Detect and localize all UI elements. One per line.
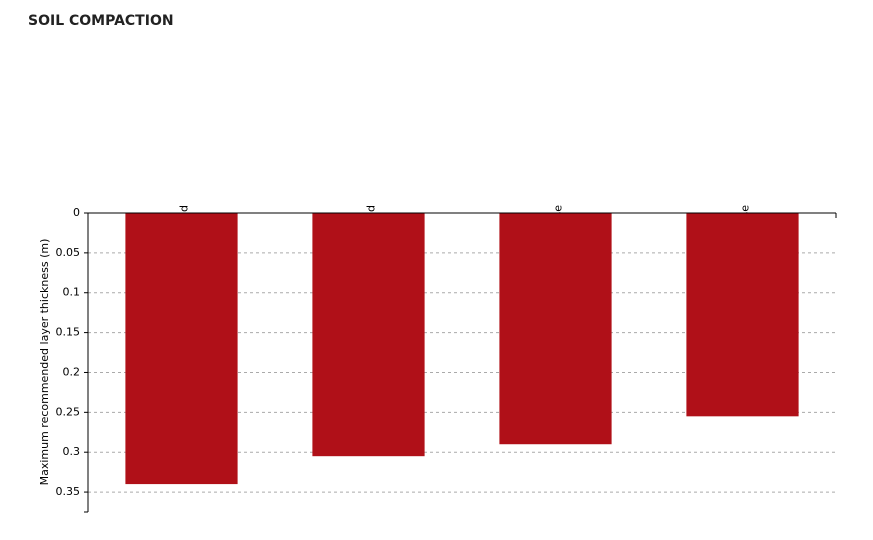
y-tick-label: 0.25 bbox=[56, 405, 81, 418]
y-tick-label: 0.15 bbox=[56, 326, 81, 339]
y-tick-label: 0 bbox=[73, 206, 80, 219]
y-tick-label: 0.35 bbox=[56, 485, 81, 498]
y-axis-label: Maximum recommended layer thickness (m) bbox=[38, 239, 51, 486]
y-tick-label: 0.05 bbox=[56, 246, 81, 259]
bar bbox=[312, 213, 425, 457]
y-tick-label: 0.3 bbox=[63, 445, 81, 458]
bar bbox=[499, 213, 612, 445]
y-tick-label: 0.1 bbox=[63, 286, 81, 299]
y-tick-label: 0.2 bbox=[63, 365, 81, 378]
bar bbox=[686, 213, 799, 417]
bar bbox=[125, 213, 238, 485]
chart-title: SOIL COMPACTION bbox=[28, 13, 174, 29]
